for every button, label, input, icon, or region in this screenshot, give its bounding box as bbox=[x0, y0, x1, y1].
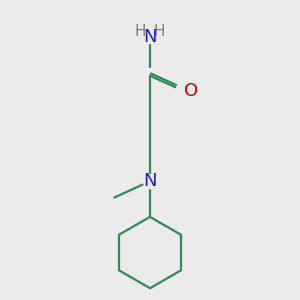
Text: N: N bbox=[143, 28, 157, 46]
Text: N: N bbox=[143, 172, 157, 190]
Text: H: H bbox=[135, 24, 146, 39]
Text: H: H bbox=[154, 24, 165, 39]
Text: O: O bbox=[184, 82, 198, 100]
